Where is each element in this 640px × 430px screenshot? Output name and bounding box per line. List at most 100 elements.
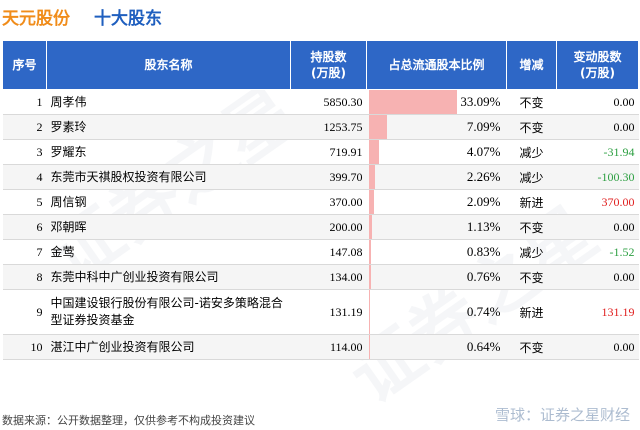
ratio-cell: 0.64% [366,334,507,360]
shareholder-name: 金莺 [46,239,291,265]
row-index: 6 [2,214,47,240]
ratio-value: 0.76% [466,269,501,284]
ratio-cell: 0.83% [366,239,507,265]
ratio-bar [368,165,375,189]
change-amount: 0.00 [556,264,639,290]
data-source-note: 数据来源：公开数据整理，仅供参考不构成投资建议 [2,414,255,427]
trend-label: 新进 [506,189,557,215]
change-amount: -100.30 [556,164,639,190]
ratio-cell: 1.13% [366,214,507,240]
ratio-bar [368,240,371,264]
trend-label: 不变 [506,334,557,360]
table-row: 5 周信钢 370.00 2.09% 新进 370.00 [2,189,639,215]
change-amount: 0.00 [556,114,639,140]
trend-label: 新进 [506,289,557,335]
row-index: 5 [2,189,47,215]
trend-label: 不变 [506,89,557,115]
holding-amount: 1253.75 [290,114,367,140]
change-amount: -31.94 [556,139,639,165]
row-index: 4 [2,164,47,190]
brand-watermark: 雪球：证券之星财经 [494,406,630,424]
holding-amount: 131.19 [290,289,367,335]
table-row: 1 周孝伟 5850.30 33.09% 不变 0.00 [2,89,639,115]
holding-amount: 370.00 [290,189,367,215]
col-header-holding: 持股数 (万股) [290,40,367,90]
col-header-name: 股东名称 [46,40,291,90]
ratio-value: 0.83% [466,244,501,259]
holding-amount: 147.08 [290,239,367,265]
holding-amount: 719.91 [290,139,367,165]
ratio-value: 0.64% [466,339,501,354]
change-amount: 370.00 [556,189,639,215]
holding-amount: 399.70 [290,164,367,190]
ratio-value: 33.09% [460,94,501,109]
shareholder-name: 中国建设银行股份有限公司-诺安多策略混合型证券投资基金 [46,289,291,335]
trend-label: 减少 [506,139,557,165]
ratio-cell: 7.09% [366,114,507,140]
col-header-change: 变动股数 (万股) [556,40,639,90]
row-index: 9 [2,289,47,335]
row-index: 2 [2,114,47,140]
ratio-cell: 2.09% [366,189,507,215]
table-row: 8 东莞中科中广创业投资有限公司 134.00 0.76% 不变 0.00 [2,264,639,290]
shareholder-name: 周信钢 [46,189,291,215]
table-row: 7 金莺 147.08 0.83% 减少 -1.52 [2,239,639,265]
row-index: 3 [2,139,47,165]
holding-amount: 114.00 [290,334,367,360]
table-row: 9 中国建设银行股份有限公司-诺安多策略混合型证券投资基金 131.19 0.74% 新… [2,289,639,335]
ratio-cell: 2.26% [366,164,507,190]
ratio-value: 0.74% [466,304,501,319]
page-title: 十大股东 [94,9,162,29]
row-index: 7 [2,239,47,265]
company-name: 天元股份 [2,9,70,29]
shareholders-table: 序号 股东名称 持股数 (万股) 占总流通股本比例 增减 变动股数 (万股) 1 周孝… [2,40,639,360]
ratio-bar [368,265,371,289]
change-amount: 0.00 [556,89,639,115]
shareholder-name: 罗素玲 [46,114,291,140]
table-row: 10 湛江中广创业投资有限公司 114.00 0.64% 不变 0.00 [2,334,639,360]
ratio-bar [368,335,371,359]
shareholder-name: 湛江中广创业投资有限公司 [46,334,291,360]
ratio-cell: 0.74% [366,289,507,335]
ratio-value: 7.09% [466,119,501,134]
col-header-index: 序号 [2,40,47,90]
shareholder-name: 罗耀东 [46,139,291,165]
holding-amount: 200.00 [290,214,367,240]
trend-label: 不变 [506,264,557,290]
ratio-value: 2.26% [466,169,501,184]
ratio-cell: 4.07% [366,139,507,165]
ratio-bar [368,290,371,334]
ratio-cell: 0.76% [366,264,507,290]
shareholder-name: 东莞中科中广创业投资有限公司 [46,264,291,290]
ratio-bar [368,215,372,239]
ratio-bar [368,115,388,139]
title-row: 天元股份 十大股东 [0,0,640,32]
ratio-cell: 33.09% [366,89,507,115]
trend-label: 不变 [506,114,557,140]
holding-amount: 5850.30 [290,89,367,115]
table-row: 2 罗素玲 1253.75 7.09% 不变 0.00 [2,114,639,140]
change-amount: 0.00 [556,334,639,360]
shareholder-name: 邓朝晖 [46,214,291,240]
holding-amount: 134.00 [290,264,367,290]
col-header-trend: 增减 [506,40,557,90]
row-index: 1 [2,89,47,115]
shareholder-name: 东莞市天祺股权投资有限公司 [46,164,291,190]
ratio-bar [368,190,375,214]
ratio-value: 4.07% [466,144,501,159]
row-index: 8 [2,264,47,290]
trend-label: 不变 [506,214,557,240]
change-amount: -1.52 [556,239,639,265]
change-amount: 0.00 [556,214,639,240]
table-header-row: 序号 股东名称 持股数 (万股) 占总流通股本比例 增减 变动股数 (万股) [2,40,639,90]
table-body: 1 周孝伟 5850.30 33.09% 不变 0.00 2 罗素玲 1253.75 7.09% 不… [2,89,639,360]
table-row: 6 邓朝晖 200.00 1.13% 不变 0.00 [2,214,639,240]
ratio-value: 2.09% [466,194,501,209]
ratio-bar [368,90,457,114]
col-header-ratio: 占总流通股本比例 [366,40,507,90]
table-row: 4 东莞市天祺股权投资有限公司 399.70 2.26% 减少 -100.30 [2,164,639,190]
trend-label: 减少 [506,164,557,190]
row-index: 10 [2,334,47,360]
trend-label: 减少 [506,239,557,265]
ratio-value: 1.13% [466,219,501,234]
